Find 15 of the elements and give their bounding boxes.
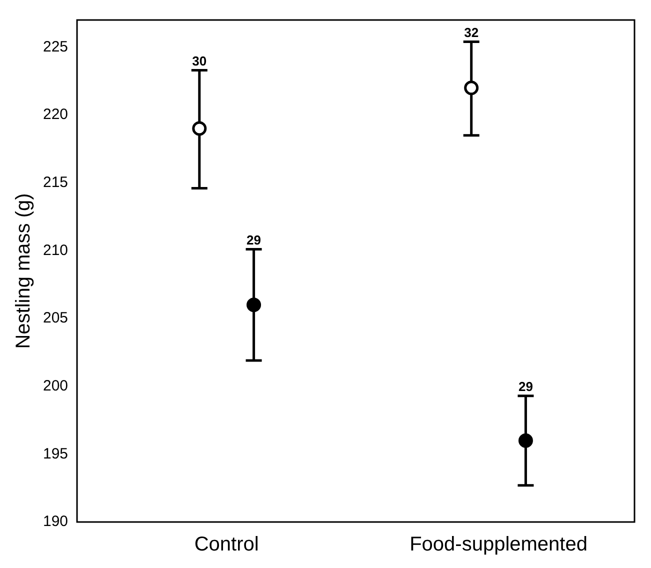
x-tick-label: Food-supplemented [410,534,588,556]
annotation: 29 [518,378,533,394]
annotation: 29 [246,232,262,248]
y-tick-label: 215 [42,174,68,191]
annotation: 30 [192,53,207,68]
annotation: 32 [464,24,479,40]
y-tick-label: 190 [42,513,68,530]
x-tick-label: Control [194,534,259,556]
y-tick-label: 220 [42,106,68,124]
y-tick-label: 200 [42,377,68,394]
y-tick-label: 210 [42,242,68,259]
y-tick-label: 225 [42,38,68,56]
y-axis-title: Nestling mass (g) [12,193,35,349]
y-tick-label: 205 [42,310,68,327]
y-tick-label: 195 [42,445,68,462]
